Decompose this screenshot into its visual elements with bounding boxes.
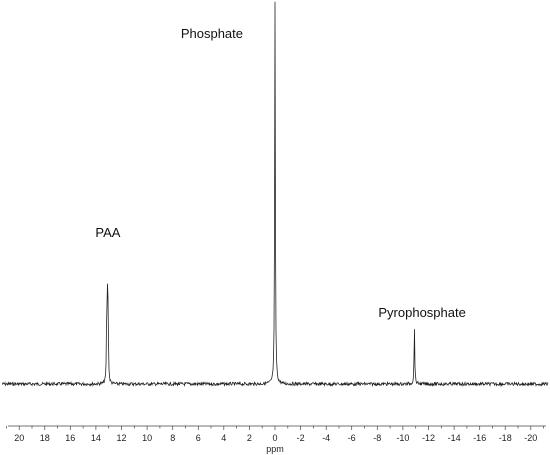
- x-tick-label: -16: [473, 433, 486, 443]
- x-tick-label: 10: [142, 433, 152, 443]
- x-tick-label: 2: [247, 433, 252, 443]
- x-tick-label: -2: [297, 433, 305, 443]
- x-tick-label: 20: [14, 433, 24, 443]
- x-tick-label: 12: [116, 433, 126, 443]
- spectrum-trace: [1, 1, 549, 388]
- x-tick-label: -14: [448, 433, 461, 443]
- x-tick-label: -10: [396, 433, 409, 443]
- x-tick-label: -6: [348, 433, 356, 443]
- x-tick-label: -8: [373, 433, 381, 443]
- x-tick-label: -20: [524, 433, 537, 443]
- x-tick-label: -4: [322, 433, 330, 443]
- peak-label-pyrophosphate: Pyrophosphate: [378, 305, 465, 320]
- x-tick-label: -18: [499, 433, 512, 443]
- x-axis-ticks: 20 18 16 14 12 10 8 6 4 2 0 -2 -4 -6 -8 -10 -12 -14 -16 -18…: [6, 426, 544, 443]
- x-axis-label: ppm: [266, 444, 284, 454]
- x-tick-label: 4: [221, 433, 226, 443]
- peak-label-paa: PAA: [95, 225, 120, 240]
- peak-label-phosphate: Phosphate: [181, 26, 243, 41]
- x-tick-label: 16: [65, 433, 75, 443]
- x-tick-label: 0: [272, 433, 277, 443]
- x-tick-label: -12: [422, 433, 435, 443]
- x-tick-label: 18: [40, 433, 50, 443]
- x-tick-label: 8: [170, 433, 175, 443]
- x-tick-label: 14: [91, 433, 101, 443]
- x-tick-label: 6: [196, 433, 201, 443]
